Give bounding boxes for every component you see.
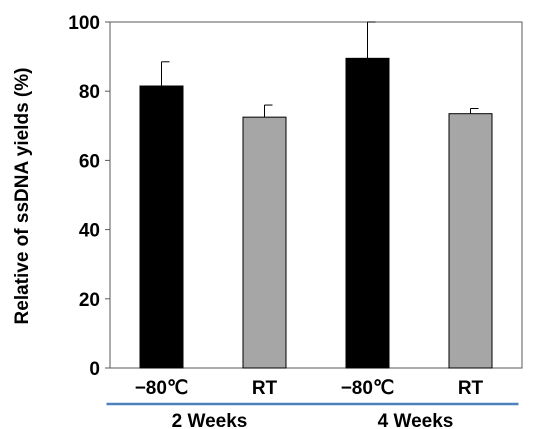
y-tick-label: 100 [68,13,100,34]
bar [139,85,184,369]
y-tick-label: 80 [79,82,100,103]
bar [345,57,390,369]
bar [448,113,493,369]
category-label: RT [252,378,278,399]
category-label: RT [458,378,484,399]
group-label: 4 Weeks [378,411,454,429]
plot-frame [109,21,523,369]
y-tick-label: 0 [89,359,100,380]
y-axis-label: Relative of ssDNA yields (%) [12,68,33,325]
category-label: −80℃ [135,378,189,399]
category-label: −80℃ [341,378,395,399]
y-tick-label: 40 [79,221,100,242]
y-tick-label: 60 [79,151,100,172]
group-label: 2 Weeks [172,411,248,429]
y-tick-label: 20 [79,290,100,311]
bar [242,116,287,369]
